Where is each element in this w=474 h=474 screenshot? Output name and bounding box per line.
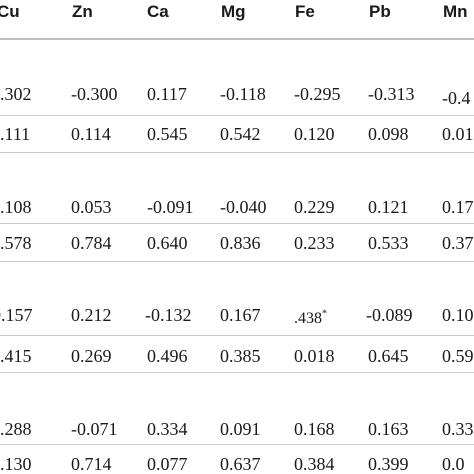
table-cell: 0.545 (147, 124, 188, 144)
table-cell: 0.637 (220, 454, 261, 474)
table-cell: 0.120 (294, 124, 335, 144)
column-header-mg: Mg (221, 2, 246, 21)
table-cell: 0.01 (442, 124, 474, 144)
table-cell: 0.168 (294, 419, 335, 439)
table-cell: -0.300 (71, 84, 118, 104)
table-cell: 0.784 (71, 233, 112, 253)
table-cell-value: .438 (294, 310, 322, 327)
table-cell: 0.167 (220, 305, 261, 325)
table-cell: 0.212 (71, 305, 112, 325)
table-cell: 0.163 (368, 419, 409, 439)
table-cell: 0.302 (0, 84, 32, 104)
column-header-pb: Pb (369, 2, 391, 21)
table-cell: 0.334 (147, 419, 188, 439)
table-cell: 0.37 (442, 233, 474, 253)
table-cell: 0.59 (442, 346, 474, 366)
table-cell: -0.313 (368, 84, 415, 104)
table-cell: 0.229 (294, 197, 335, 217)
table-cell: -0.132 (145, 305, 192, 325)
table-cell: 0.645 (368, 346, 409, 366)
table-cell: 0.288 (0, 419, 32, 439)
header-rule (0, 38, 474, 40)
column-header-fe: Fe (295, 2, 315, 21)
table-cell: 0.0 (442, 454, 465, 474)
table-cell: 0.053 (71, 197, 112, 217)
column-header-mn: Mn (443, 2, 468, 21)
table-cell: -0.040 (220, 197, 267, 217)
significance-asterisk: * (322, 308, 327, 320)
column-header-zn: Zn (72, 2, 93, 21)
group-divider (0, 372, 474, 373)
table-cell: 0.269 (71, 346, 112, 366)
row-divider (0, 335, 474, 336)
group-divider (0, 152, 474, 153)
table-cell: 0.111 (0, 124, 31, 144)
table-cell: 0.10 (442, 305, 474, 325)
table-cell: 0.117 (147, 84, 187, 104)
column-header-cu: Cu (0, 2, 20, 21)
table-cell: 0.091 (220, 419, 261, 439)
table-cell: 0.385 (220, 346, 261, 366)
table-cell: 0.415 (0, 346, 32, 366)
table-cell: 0.399 (368, 454, 409, 474)
table-cell: -0.071 (71, 419, 118, 439)
row-divider (0, 444, 474, 445)
row-divider (0, 223, 474, 224)
table-cell: 0.17 (442, 197, 474, 217)
table-cell: 0.018 (294, 346, 335, 366)
table-cell: -0.295 (294, 84, 341, 104)
table-cell-significant: .438* (294, 308, 327, 327)
table-cell: 0.098 (368, 124, 409, 144)
table-cell: -0.157 (0, 305, 33, 325)
row-divider (0, 115, 474, 116)
table-cell: -0.089 (366, 305, 413, 325)
table-cell: 0.640 (147, 233, 188, 253)
table-cell: 0.077 (147, 454, 188, 474)
table-cell: 0.714 (71, 454, 112, 474)
table-cell: -0.091 (147, 197, 194, 217)
column-header-ca: Ca (147, 2, 169, 21)
table-cell: -0.4 (442, 88, 471, 108)
table-cell: 0.114 (71, 124, 111, 144)
table-cell: 0.836 (220, 233, 261, 253)
table-cell: 0.384 (294, 454, 335, 474)
table-cell: 0.108 (0, 197, 32, 217)
table-cell: 0.33 (442, 419, 474, 439)
table-cell: 0.578 (0, 233, 32, 253)
table-cell: -0.118 (220, 84, 266, 104)
table-cell: 0.542 (220, 124, 261, 144)
group-divider (0, 261, 474, 262)
table-cell: 0.496 (147, 346, 188, 366)
table-cell: 0.533 (368, 233, 409, 253)
table-cell: 0.233 (294, 233, 335, 253)
table-cell: 0.121 (368, 197, 409, 217)
table-cell: 0.130 (0, 454, 32, 474)
